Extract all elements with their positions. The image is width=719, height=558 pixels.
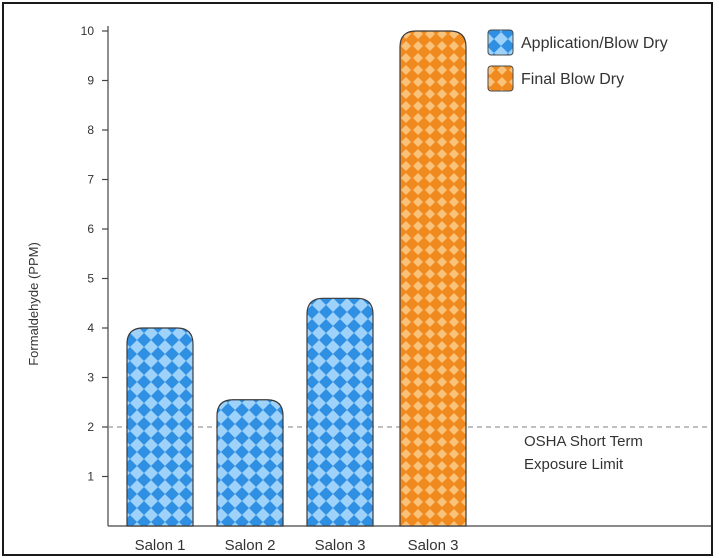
y-tick-label: 6 (87, 222, 94, 236)
y-tick-label: 2 (87, 420, 94, 434)
legend-label-application: Application/Blow Dry (521, 35, 668, 52)
x-tick-label: Salon 2 (225, 537, 276, 554)
bar-4 (399, 30, 467, 527)
y-tick-label: 3 (87, 371, 94, 385)
bar-2 (216, 399, 284, 527)
x-tick-label: Salon 3 (408, 537, 459, 554)
y-tick-label: 4 (87, 321, 94, 335)
legend: Application/Blow Dry Final Blow Dry (487, 29, 668, 92)
y-ticks-group: 1 2 3 4 5 6 7 8 9 10 (81, 24, 108, 484)
x-tick-label: Salon 3 (315, 537, 366, 554)
x-labels-group: Salon 1 Salon 2 Salon 3 Salon 3 (135, 537, 459, 554)
osha-annotation-line2: Exposure Limit (524, 456, 624, 473)
y-tick-label: 8 (87, 123, 94, 137)
formaldehyde-bar-chart: Formaldehyde (PPM) 1 2 3 4 5 6 7 8 9 10 OSHA Shor… (26, 24, 711, 554)
y-tick-label: 1 (87, 470, 94, 484)
bars-group (126, 30, 467, 527)
bar-1 (126, 327, 194, 527)
reference-line-group: OSHA Short Term Exposure Limit (108, 426, 711, 473)
legend-swatch-final (487, 65, 514, 92)
bar-3 (306, 297, 374, 527)
y-tick-label: 10 (81, 24, 95, 38)
x-tick-label: Salon 1 (135, 537, 186, 554)
y-tick-label: 5 (87, 272, 94, 286)
y-axis-label: Formaldehyde (PPM) (26, 242, 41, 366)
osha-annotation-line1: OSHA Short Term (524, 433, 643, 450)
y-tick-label: 7 (87, 173, 94, 187)
legend-swatch-application (487, 29, 514, 56)
y-tick-label: 9 (87, 74, 94, 88)
legend-label-final: Final Blow Dry (521, 71, 624, 88)
